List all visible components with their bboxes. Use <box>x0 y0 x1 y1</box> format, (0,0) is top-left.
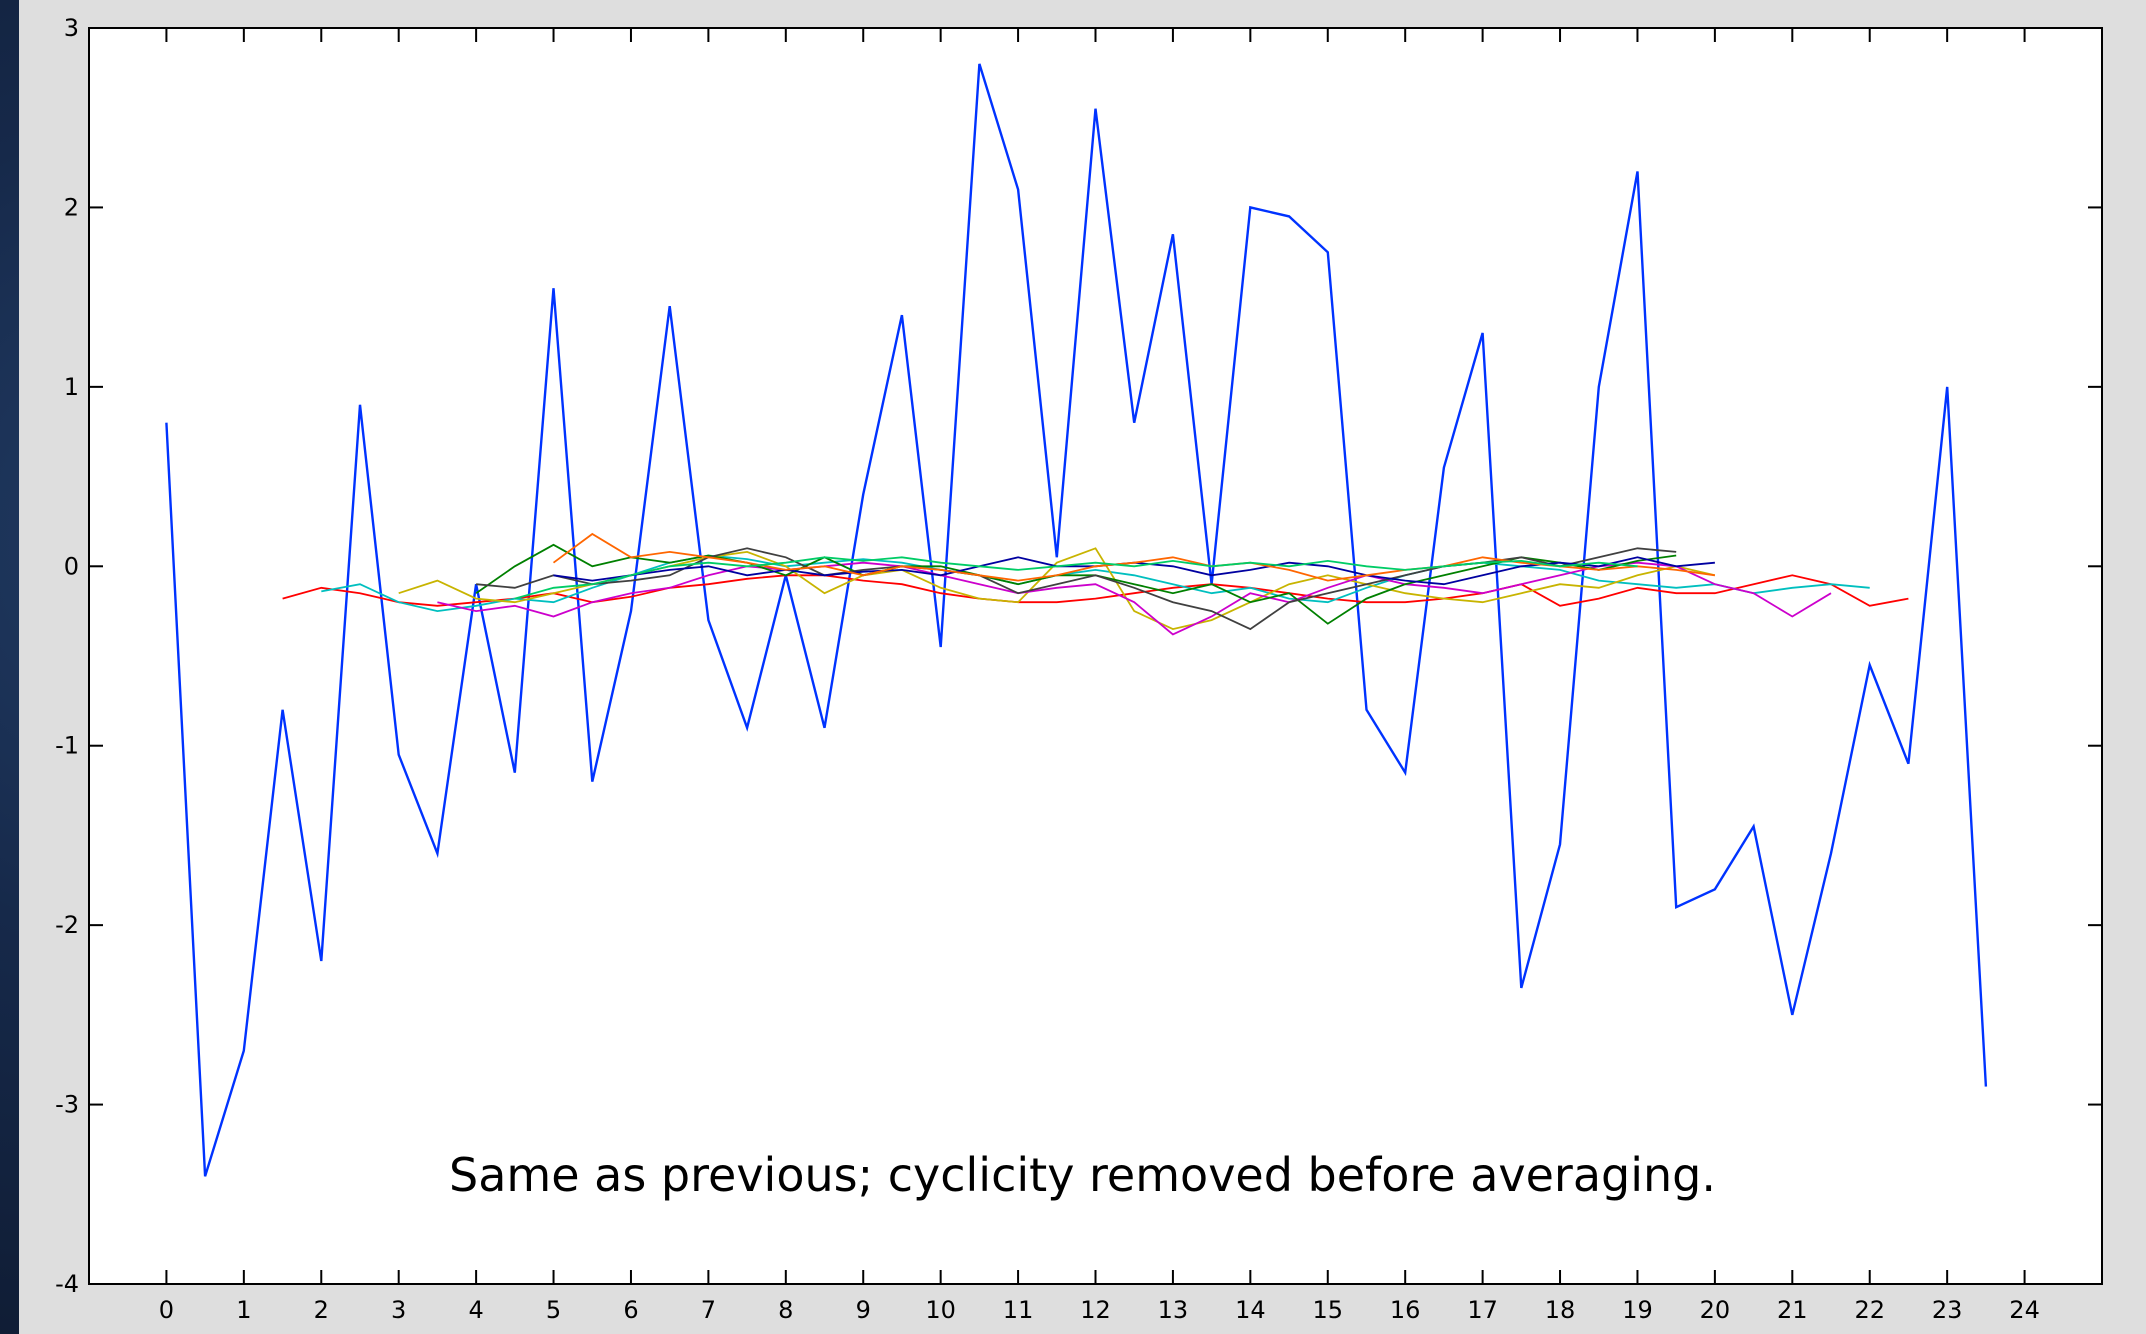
series-lines <box>165 63 1988 1177</box>
chart-caption: Same as previous; cyclicity removed befo… <box>449 1148 1716 1202</box>
y-tick-label: 1 <box>64 373 79 401</box>
x-tick-label: 16 <box>1390 1296 1421 1324</box>
x-tick-label: 17 <box>1467 1296 1498 1324</box>
x-tick-label: 9 <box>856 1296 871 1324</box>
x-tick-label: 23 <box>1932 1296 1963 1324</box>
x-tick-label: 19 <box>1622 1296 1653 1324</box>
y-tick-label: -2 <box>55 911 79 939</box>
x-tick-label: 24 <box>2009 1296 2040 1324</box>
x-tick-label: 6 <box>623 1296 638 1324</box>
series-line-9 <box>552 532 1716 582</box>
x-tick-label: 8 <box>778 1296 793 1324</box>
x-tick-label: 11 <box>1003 1296 1034 1324</box>
series-line-1 <box>165 63 1988 1177</box>
x-tick-label: 0 <box>159 1296 174 1324</box>
x-tick-label: 7 <box>701 1296 716 1324</box>
x-tick-label: 21 <box>1777 1296 1808 1324</box>
y-tick-label: -4 <box>55 1270 79 1298</box>
x-tick-label: 12 <box>1080 1296 1111 1324</box>
x-tick-label: 15 <box>1312 1296 1343 1324</box>
figure-window: 0 1 2 3 4 5 6 7 8 9 10 11 12 13 14 15 16 17 18 19 20 21 22 23 24… <box>19 0 2146 1334</box>
y-tick-label: -3 <box>55 1091 79 1119</box>
x-tick-label: 13 <box>1158 1296 1189 1324</box>
x-tick-label: 14 <box>1235 1296 1266 1324</box>
x-tick-label: 3 <box>391 1296 406 1324</box>
plot-area <box>88 27 2103 1285</box>
y-tick-label: 0 <box>64 552 79 580</box>
series-line-3 <box>321 554 1870 613</box>
y-tick-label: 3 <box>64 14 79 42</box>
y-tick-label: -1 <box>55 732 79 760</box>
series-line-6 <box>475 543 1677 625</box>
axes: 0 1 2 3 4 5 6 7 8 9 10 11 12 13 14 15 16 17 18 19 20 21 22 23 24… <box>55 14 2102 1324</box>
series-line-10 <box>514 556 1638 600</box>
x-tick-label: 1 <box>236 1296 251 1324</box>
x-tick-label: 10 <box>925 1296 956 1324</box>
x-tick-label: 4 <box>468 1296 483 1324</box>
x-tick-label: 22 <box>1854 1296 1885 1324</box>
x-tick-label: 2 <box>314 1296 329 1324</box>
x-tick-label: 18 <box>1545 1296 1576 1324</box>
x-tick-label: 20 <box>1700 1296 1731 1324</box>
line-chart: 0 1 2 3 4 5 6 7 8 9 10 11 12 13 14 15 16 17 18 19 20 21 22 23 24… <box>55 14 2103 1324</box>
x-tick-label: 5 <box>546 1296 561 1324</box>
y-tick-label: 2 <box>64 193 79 221</box>
